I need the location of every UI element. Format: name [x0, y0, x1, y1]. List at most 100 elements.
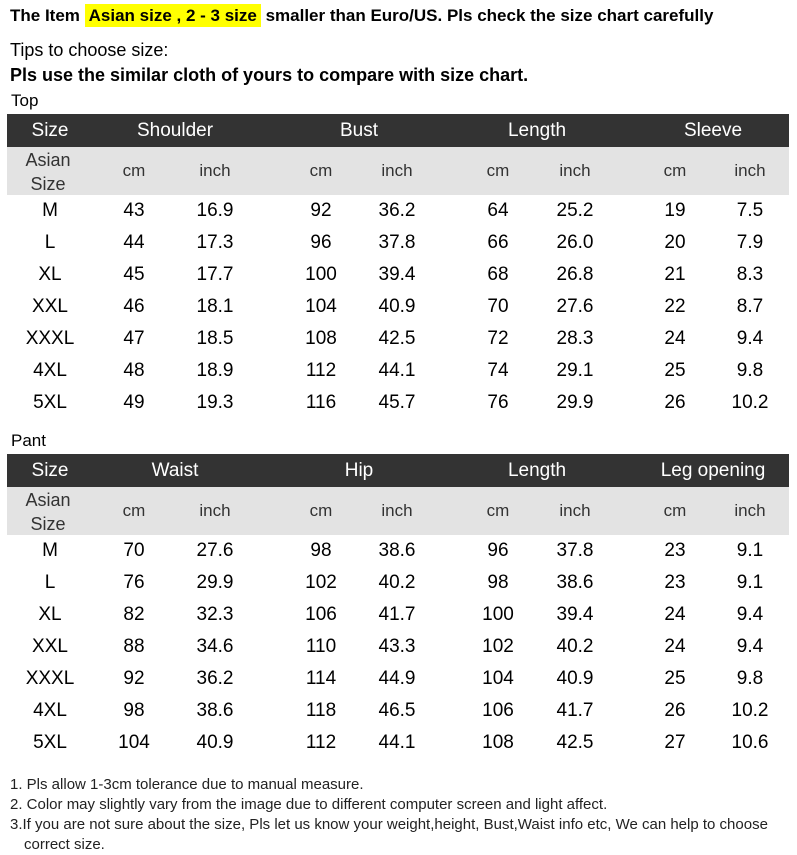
value-cell: 104: [118, 732, 150, 753]
value-cell: 20: [664, 232, 686, 253]
value-cell: 82: [123, 604, 145, 625]
value-cell: 40.9: [378, 296, 416, 317]
unit: inch: [199, 161, 231, 180]
value-cell: 96: [310, 232, 332, 253]
value-cell: 36.2: [378, 200, 416, 221]
value-cell: 41.7: [556, 700, 594, 721]
value-cell: 29.9: [196, 572, 234, 593]
group-header: Length: [507, 120, 567, 141]
unit: inch: [734, 161, 766, 180]
size-cell: XXL: [32, 296, 68, 317]
size-cell: 5XL: [33, 392, 67, 413]
value-cell: 37.8: [556, 540, 594, 561]
value-cell: 39.4: [556, 604, 594, 625]
value-cell: 104: [482, 668, 514, 689]
value-cell: 38.6: [196, 700, 234, 721]
value-cell: 41.7: [378, 604, 416, 625]
unit: cm: [122, 161, 146, 180]
value-cell: 98: [310, 540, 332, 561]
value-cell: 40.9: [196, 732, 234, 753]
value-cell: 40.2: [556, 636, 594, 657]
value-cell: 25: [664, 360, 686, 381]
value-cell: 32.3: [196, 604, 234, 625]
size-cell: L: [44, 572, 56, 593]
size-cell: XXXL: [25, 328, 75, 349]
value-cell: 9.1: [736, 572, 764, 593]
value-cell: 108: [482, 732, 514, 753]
value-cell: 100: [305, 264, 337, 285]
notice: The Item Asian size , 2 - 3 size smaller…: [10, 4, 714, 27]
value-cell: 43.3: [378, 636, 416, 657]
value-cell: 39.4: [378, 264, 416, 285]
value-cell: 27: [664, 732, 686, 753]
value-cell: 104: [305, 296, 337, 317]
value-cell: 98: [123, 700, 145, 721]
value-cell: 21: [664, 264, 686, 285]
value-cell: 102: [482, 636, 514, 657]
unit: cm: [309, 161, 333, 180]
value-cell: 17.3: [196, 232, 234, 253]
value-cell: 8.7: [736, 296, 764, 317]
value-cell: 76: [123, 572, 145, 593]
value-cell: 9.8: [736, 668, 764, 689]
value-cell: 44: [123, 232, 145, 253]
value-cell: 64: [487, 200, 509, 221]
value-cell: 112: [305, 732, 337, 753]
header-row: [7, 454, 789, 487]
size-cell: XL: [38, 264, 62, 285]
value-cell: 44.1: [378, 732, 416, 753]
group-header: Hip: [344, 460, 374, 481]
tips: Tips to choose size:: [10, 40, 169, 60]
size-cell: 4XL: [33, 360, 67, 381]
asian-size: Asian Size: [25, 150, 71, 194]
value-cell: 9.8: [736, 360, 764, 381]
value-cell: 43: [123, 200, 145, 221]
value-cell: 23: [664, 572, 686, 593]
unit-row: [7, 487, 789, 535]
value-cell: 17.7: [196, 264, 234, 285]
value-cell: 38.6: [378, 540, 416, 561]
value-cell: 46: [123, 296, 145, 317]
value-cell: 45.7: [378, 392, 416, 413]
value-cell: 38.6: [556, 572, 594, 593]
unit: inch: [559, 501, 591, 520]
value-cell: 10.6: [731, 732, 769, 753]
header-row: [7, 114, 789, 147]
value-cell: 37.8: [378, 232, 416, 253]
value-cell: 106: [482, 700, 514, 721]
note: 2. Color may slightly vary from the imag…: [10, 796, 608, 813]
unit: cm: [486, 501, 510, 520]
value-cell: 9.1: [736, 540, 764, 561]
unit: inch: [734, 501, 766, 520]
value-cell: 40.9: [556, 668, 594, 689]
value-cell: 8.3: [736, 264, 764, 285]
group-header: Length: [507, 460, 567, 481]
size-cell: L: [44, 232, 56, 253]
value-cell: 66: [487, 232, 509, 253]
value-cell: 18.9: [196, 360, 234, 381]
notice-highlight: Asian size , 2 - 3 size: [84, 4, 261, 27]
size-cell: 5XL: [33, 732, 67, 753]
value-cell: 70: [123, 540, 145, 561]
size-header: Size: [31, 460, 69, 481]
unit: inch: [199, 501, 231, 520]
size-cell: XXXL: [25, 668, 75, 689]
value-cell: 7.9: [736, 232, 764, 253]
notice-end: smaller than Euro/US. Pls check the size…: [265, 6, 714, 25]
value-cell: 24: [664, 328, 686, 349]
value-cell: 72: [487, 328, 509, 349]
value-cell: 108: [305, 328, 337, 349]
value-cell: 42.5: [378, 328, 416, 349]
size-cell: XXL: [32, 636, 68, 657]
value-cell: 102: [305, 572, 337, 593]
note: 3.If you are not sure about the size, Pl…: [10, 816, 768, 853]
size-cell: 4XL: [33, 700, 67, 721]
value-cell: 76: [487, 392, 509, 413]
unit: cm: [122, 501, 146, 520]
value-cell: 18.5: [196, 328, 234, 349]
value-cell: 23: [664, 540, 686, 561]
instruction: Pls use the similar cloth of yours to co…: [10, 65, 529, 85]
value-cell: 9.4: [736, 604, 764, 625]
value-cell: 116: [305, 392, 337, 413]
value-cell: 47: [123, 328, 145, 349]
